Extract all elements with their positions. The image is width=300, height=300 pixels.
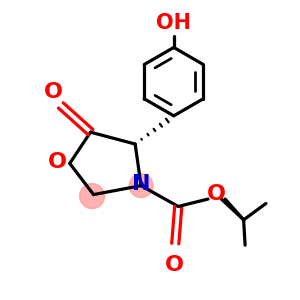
Circle shape [80, 184, 104, 208]
Text: O: O [207, 184, 226, 204]
Text: O: O [48, 152, 67, 172]
Circle shape [129, 174, 153, 198]
Text: O: O [44, 82, 63, 102]
Text: OH: OH [156, 13, 191, 33]
Text: O: O [165, 255, 184, 275]
Text: N: N [132, 174, 150, 194]
